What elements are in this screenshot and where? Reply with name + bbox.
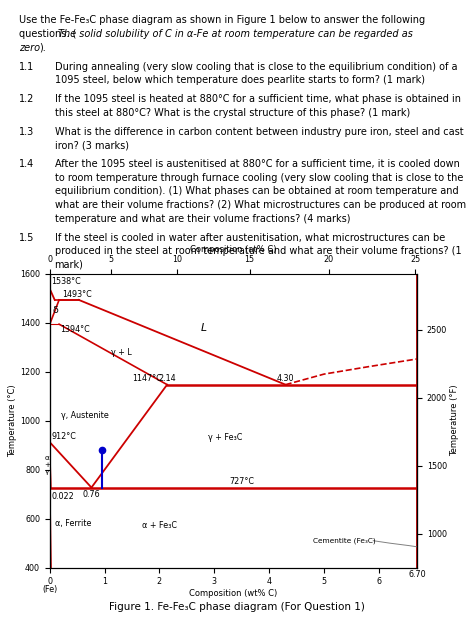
Text: What is the difference in carbon content between industry pure iron, steel and c: What is the difference in carbon content… — [55, 126, 463, 137]
Text: 0.022: 0.022 — [51, 492, 74, 501]
Text: questions. (: questions. ( — [19, 29, 76, 39]
Text: The solid solubility of C in α-Fe at room temperature can be regarded as: The solid solubility of C in α-Fe at roo… — [58, 29, 413, 39]
Text: 1.2: 1.2 — [19, 94, 34, 104]
Text: Use the Fe-Fe₃C phase diagram as shown in Figure 1 below to answer the following: Use the Fe-Fe₃C phase diagram as shown i… — [19, 15, 425, 25]
Text: 912°C: 912°C — [51, 433, 76, 441]
Text: 4.30: 4.30 — [277, 375, 294, 383]
Text: γ, Austenite: γ, Austenite — [61, 412, 109, 420]
Text: zero: zero — [19, 43, 40, 52]
X-axis label: Composition (at% C): Composition (at% C) — [190, 245, 277, 254]
Text: δ: δ — [53, 306, 58, 315]
Text: Cementite (Fe₃C): Cementite (Fe₃C) — [313, 537, 376, 544]
Text: 727°C: 727°C — [229, 478, 254, 486]
Text: 1493°C: 1493°C — [62, 290, 91, 299]
Text: 1.5: 1.5 — [19, 233, 34, 242]
Text: iron? (3 marks): iron? (3 marks) — [55, 140, 128, 151]
Text: 1.3: 1.3 — [19, 126, 34, 137]
Text: L: L — [201, 323, 206, 333]
Text: what are their volume fractions? (2) What microstructures can be produced at roo: what are their volume fractions? (2) Wha… — [55, 200, 465, 210]
Text: produced in the steel at room temperature and what are their volume fractions? (: produced in the steel at room temperatur… — [55, 246, 461, 256]
Text: 1394°C: 1394°C — [60, 325, 90, 334]
Text: (Fe): (Fe) — [42, 586, 57, 594]
Text: mark): mark) — [55, 260, 83, 270]
Y-axis label: Temperature (°C): Temperature (°C) — [8, 384, 17, 457]
Text: α
+
γ: α + γ — [44, 455, 50, 474]
Text: If the steel is cooled in water after austenitisation, what microstructures can : If the steel is cooled in water after au… — [55, 233, 445, 242]
Text: 1147°C: 1147°C — [132, 375, 162, 383]
Text: 1538°C: 1538°C — [51, 278, 81, 286]
Text: ).: ). — [39, 43, 46, 52]
Text: If the 1095 steel is heated at 880°C for a sufficient time, what phase is obtain: If the 1095 steel is heated at 880°C for… — [55, 94, 461, 104]
Y-axis label: Temperature (°F): Temperature (°F) — [450, 385, 459, 457]
Text: to room temperature through furnace cooling (very slow cooling that is close to : to room temperature through furnace cool… — [55, 173, 463, 183]
Text: 2.14: 2.14 — [158, 375, 176, 383]
Text: During annealing (very slow cooling that is close to the equilibrium condition) : During annealing (very slow cooling that… — [55, 62, 457, 72]
Text: 1095 steel, below which temperature does pearlite starts to form? (1 mark): 1095 steel, below which temperature does… — [55, 75, 425, 85]
Text: 6.70: 6.70 — [408, 570, 426, 579]
Text: 1.1: 1.1 — [19, 62, 34, 72]
Text: this steel at 880°C? What is the crystal structure of this phase? (1 mark): this steel at 880°C? What is the crystal… — [55, 108, 410, 118]
Text: After the 1095 steel is austenitised at 880°C for a sufficient time, it is coole: After the 1095 steel is austenitised at … — [55, 159, 459, 169]
Text: equilibrium condition). (1) What phases can be obtained at room temperature and: equilibrium condition). (1) What phases … — [55, 186, 458, 196]
Text: γ + L: γ + L — [110, 347, 131, 357]
X-axis label: Composition (wt% C): Composition (wt% C) — [189, 589, 278, 598]
Text: α, Ferrite: α, Ferrite — [55, 519, 91, 528]
Text: temperature and what are their volume fractions? (4 marks): temperature and what are their volume fr… — [55, 213, 350, 223]
Text: 1.4: 1.4 — [19, 159, 34, 169]
Text: Figure 1. Fe-Fe₃C phase diagram (For Question 1): Figure 1. Fe-Fe₃C phase diagram (For Que… — [109, 602, 365, 612]
Text: γ + Fe₃C: γ + Fe₃C — [208, 433, 242, 442]
Text: 0.76: 0.76 — [82, 491, 100, 500]
Text: α + Fe₃C: α + Fe₃C — [142, 521, 177, 531]
